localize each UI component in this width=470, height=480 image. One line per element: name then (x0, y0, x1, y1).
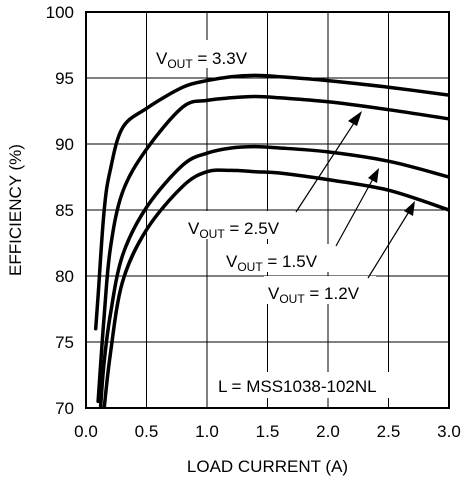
tick-labels: 0.0 0.5 1.0 1.5 2.0 2.5 3.0 70 75 80 85 90 95 100 (46, 3, 461, 441)
series-line-3 (102, 168, 449, 408)
series-line-2 (98, 144, 449, 408)
y-tick-label: 100 (46, 3, 74, 22)
label-1v5-main: V (226, 252, 238, 271)
x-tick-label: 3.0 (437, 422, 461, 441)
label-vout-1v2: VOUT = 1.2V (264, 276, 376, 306)
x-tick-label: 1.0 (195, 422, 219, 441)
arrow-1v5 (335, 168, 379, 247)
label-1v5-sub: OUT (237, 260, 263, 274)
svg-text:VOUT = 1.2V: VOUT = 1.2V (268, 284, 360, 306)
svg-text:VOUT = 3.3V: VOUT = 3.3V (156, 49, 248, 71)
arrow-1v2 (367, 201, 415, 279)
y-tick-label: 90 (55, 135, 74, 154)
x-tick-label: 0.0 (74, 422, 98, 441)
x-axis-label: LOAD CURRENT (A) (187, 457, 348, 476)
label-1v2-rest: = 1.2V (305, 284, 360, 303)
x-tick-label: 1.5 (256, 422, 280, 441)
series-line-0 (93, 73, 449, 331)
y-tick-label: 80 (55, 267, 74, 286)
grid (86, 12, 449, 408)
label-2v5-main: V (188, 219, 200, 238)
arrow-2v5 (295, 111, 362, 213)
label-3v3-main: V (156, 49, 168, 68)
y-tick-label: 85 (55, 201, 74, 220)
inductor-note: L = MSS1038-102NL (214, 372, 438, 398)
series-line-1 (96, 94, 449, 404)
x-tick-label: 2.5 (377, 422, 401, 441)
x-tick-label: 2.0 (316, 422, 340, 441)
label-1v5-rest: = 1.5V (263, 252, 318, 271)
svg-text:VOUT = 1.5V: VOUT = 1.5V (226, 252, 318, 274)
label-3v3-rest: = 3.3V (193, 49, 248, 68)
label-1v2-main: V (268, 284, 280, 303)
y-tick-label: 95 (55, 69, 74, 88)
label-vout-1v5: VOUT = 1.5V (222, 244, 334, 274)
label-2v5-rest: = 2.5V (225, 219, 280, 238)
series-group (93, 73, 449, 408)
label-vout-3v3: VOUT = 3.3V (150, 40, 262, 71)
inductor-note-text: L = MSS1038-102NL (218, 377, 377, 396)
x-tick-label: 0.5 (135, 422, 159, 441)
label-1v2-sub: OUT (279, 292, 305, 306)
y-tick-label: 70 (55, 399, 74, 418)
label-2v5-sub: OUT (199, 227, 225, 241)
label-vout-2v5: VOUT = 2.5V (184, 211, 296, 241)
svg-text:VOUT = 2.5V: VOUT = 2.5V (188, 219, 280, 241)
label-3v3-sub: OUT (167, 57, 193, 71)
y-tick-label: 75 (55, 333, 74, 352)
y-axis-label: EFFICIENCY (%) (6, 144, 25, 276)
plot-frame (85, 11, 450, 409)
